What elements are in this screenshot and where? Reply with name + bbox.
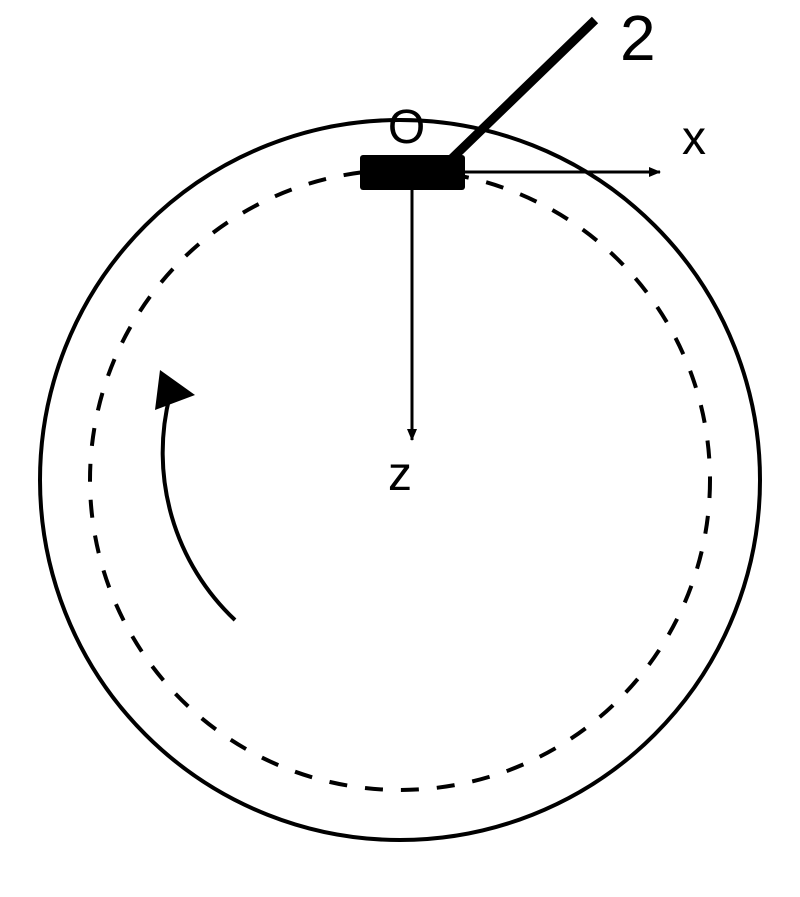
rotation-arrow-head <box>155 370 195 410</box>
origin-label: O <box>388 101 425 154</box>
callout-label: 2 <box>620 2 656 74</box>
rotor-block <box>360 155 465 190</box>
diagram-canvas: O x z 2 <box>0 0 800 897</box>
rotation-arrow-arc <box>163 395 235 620</box>
x-axis-label: x <box>682 112 706 165</box>
callout-line <box>440 20 595 170</box>
z-axis-label: z <box>388 448 412 501</box>
